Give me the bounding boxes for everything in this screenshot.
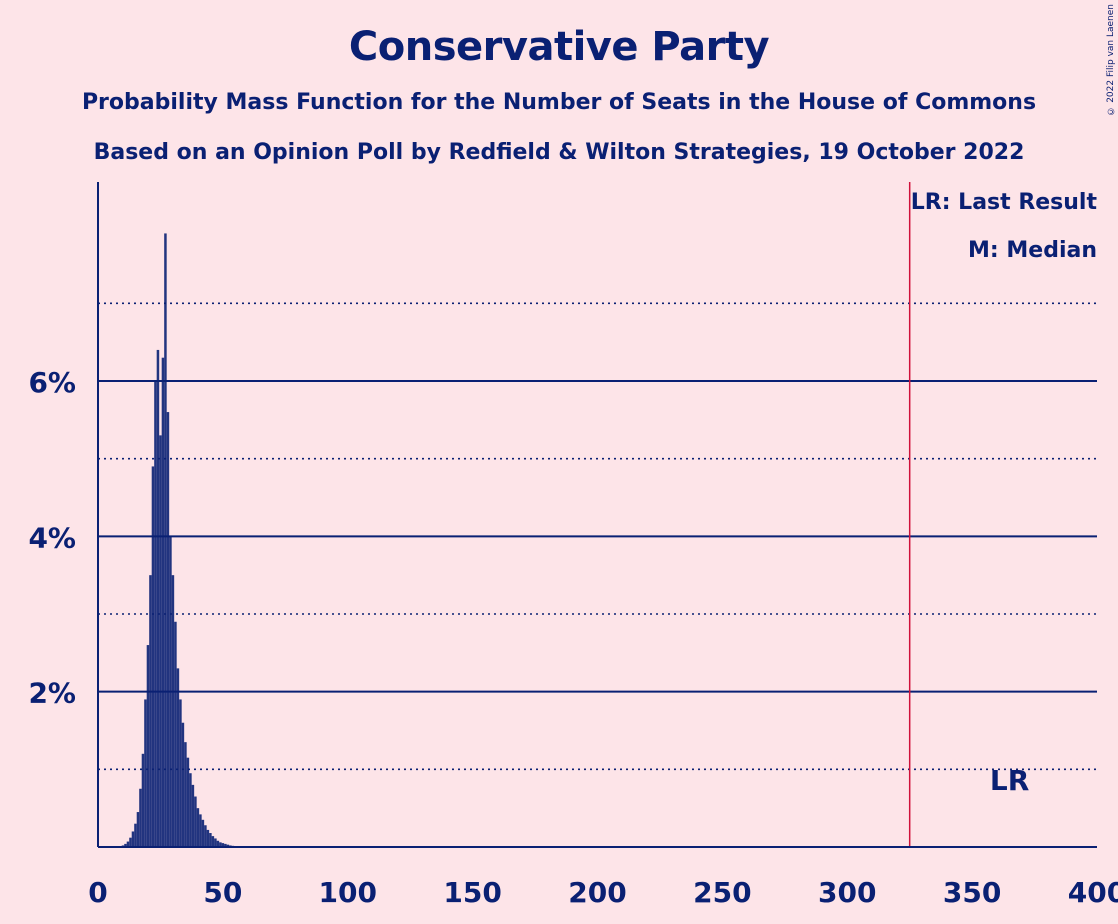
pmf-bar bbox=[164, 233, 167, 847]
pmf-bar bbox=[221, 843, 225, 847]
x-tick-label: 200 bbox=[568, 876, 626, 909]
pmf-bar bbox=[139, 788, 142, 847]
bars bbox=[121, 182, 911, 847]
gridlines bbox=[98, 302, 1097, 771]
pmf-bar bbox=[196, 808, 200, 847]
legend-median: M: Median bbox=[968, 238, 1097, 263]
pmf-bar bbox=[214, 838, 217, 847]
axes bbox=[97, 182, 1097, 848]
x-tick-label: 0 bbox=[88, 876, 107, 909]
pmf-bar bbox=[151, 466, 155, 847]
pmf-bar bbox=[186, 757, 190, 847]
pmf-bar bbox=[124, 843, 127, 847]
pmf-bar bbox=[219, 842, 222, 847]
pmf-bar bbox=[141, 753, 145, 847]
x-tick-label: 100 bbox=[319, 876, 377, 909]
pmf-bar bbox=[216, 840, 220, 847]
legend-last-result: LR: Last Result bbox=[911, 190, 1098, 215]
x-tick-label: 400 bbox=[1068, 876, 1118, 909]
y-tick-label: 6% bbox=[28, 366, 76, 399]
pmf-bar bbox=[174, 621, 177, 847]
pmf-bar bbox=[166, 412, 170, 847]
x-tick-label: 300 bbox=[818, 876, 876, 909]
chart-subtitle-1: Probability Mass Function for the Number… bbox=[81, 90, 1037, 115]
x-tick-label: 250 bbox=[693, 876, 751, 909]
pmf-bar bbox=[224, 843, 227, 847]
chart-title: Conservative Party bbox=[348, 24, 770, 70]
pmf-bar bbox=[159, 435, 162, 847]
pmf-bar bbox=[161, 357, 165, 847]
pmf-bar bbox=[131, 831, 135, 847]
pmf-bar bbox=[204, 825, 207, 847]
chart-subtitle-2: Based on an Opinion Poll by Redfield & W… bbox=[93, 140, 1025, 165]
pmf-bar bbox=[211, 836, 215, 847]
last-result-label: LR bbox=[990, 764, 1029, 797]
pmf-bar bbox=[181, 722, 185, 847]
pmf-bar bbox=[154, 381, 157, 847]
y-tick-label: 2% bbox=[28, 677, 76, 710]
pmf-bar bbox=[199, 814, 202, 847]
x-tick-label: 50 bbox=[203, 876, 242, 909]
pmf-bar bbox=[176, 668, 180, 847]
pmf-bar bbox=[156, 349, 160, 847]
pmf-bar bbox=[169, 536, 172, 847]
x-tick-label: 350 bbox=[943, 876, 1001, 909]
pmf-bar bbox=[146, 645, 150, 847]
pmf-bar bbox=[129, 837, 132, 847]
pmf-bar bbox=[189, 773, 192, 847]
x-tick-labels: 0 50 100 150 200 250 300 350 400 bbox=[88, 876, 1118, 909]
x-tick-label: 150 bbox=[443, 876, 501, 909]
pmf-bar bbox=[191, 784, 195, 847]
pmf-bar bbox=[171, 575, 175, 847]
pmf-bar bbox=[194, 796, 197, 847]
pmf-bar bbox=[126, 841, 130, 847]
pmf-bar bbox=[136, 812, 140, 847]
y-tick-labels: 2% 4% 6% bbox=[28, 366, 76, 710]
pmf-bar bbox=[144, 699, 147, 847]
pmf-bar bbox=[179, 699, 182, 847]
pmf-bar bbox=[226, 844, 230, 847]
pmf-bar bbox=[201, 819, 205, 847]
y-tick-label: 4% bbox=[28, 521, 76, 554]
pmf-bar bbox=[134, 823, 137, 847]
pmf-bar bbox=[184, 742, 187, 847]
pmf-bar bbox=[149, 575, 152, 847]
pmf-bar bbox=[206, 829, 210, 847]
pmf-bar bbox=[209, 833, 212, 847]
